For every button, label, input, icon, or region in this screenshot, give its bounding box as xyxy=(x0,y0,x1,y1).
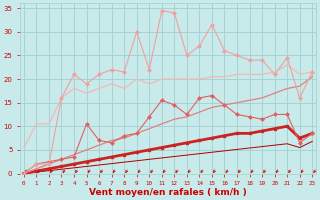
X-axis label: Vent moyen/en rafales ( km/h ): Vent moyen/en rafales ( km/h ) xyxy=(89,188,247,197)
